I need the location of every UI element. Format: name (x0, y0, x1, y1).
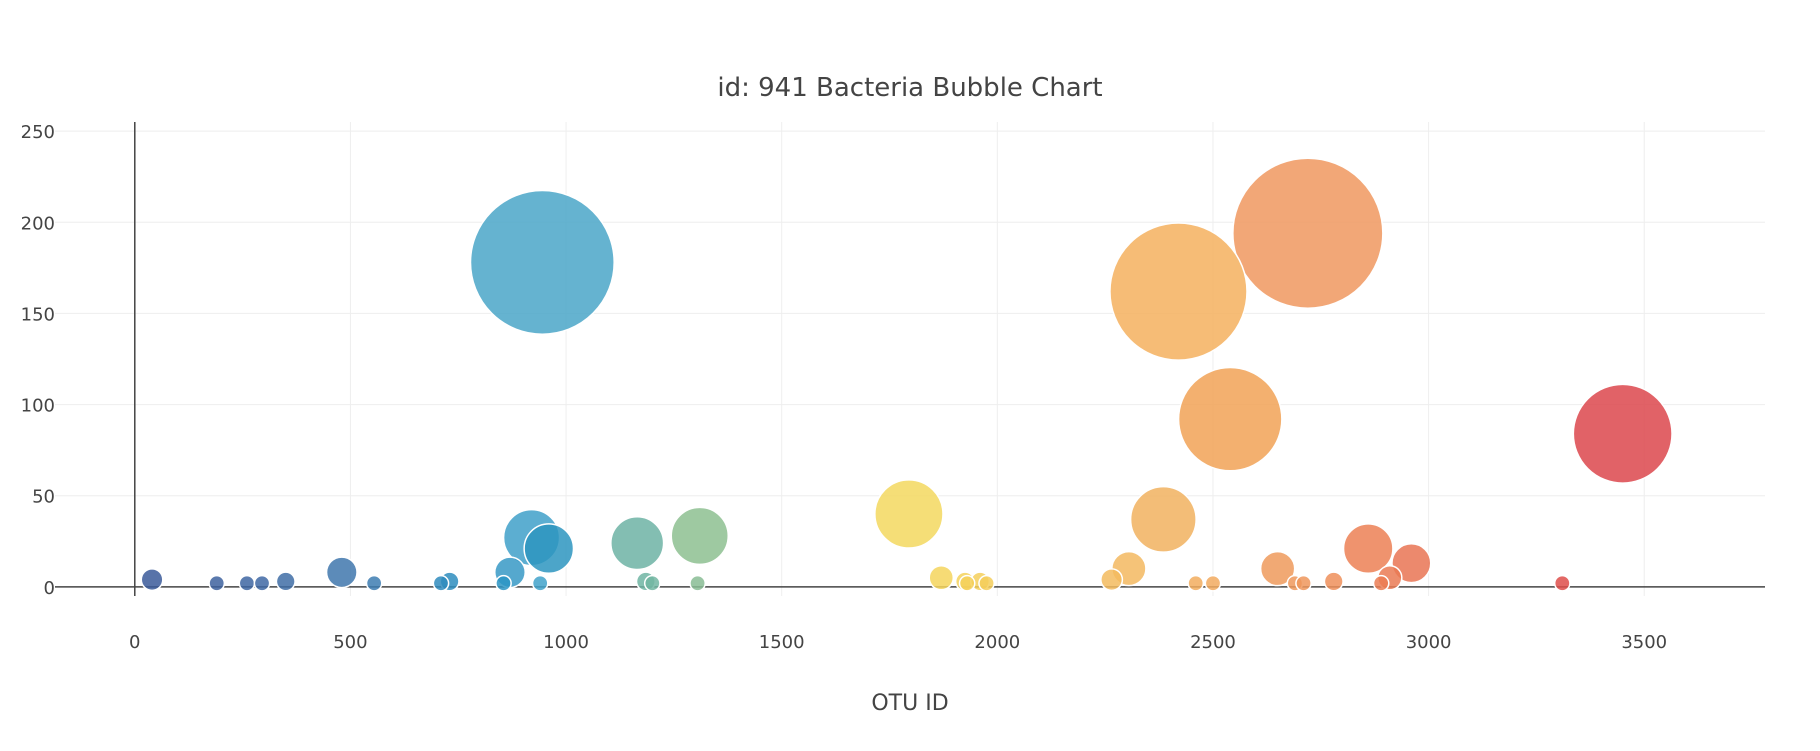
y-tick-label: 200 (21, 213, 55, 234)
bubble-layer (140, 157, 1673, 592)
bubble-marker[interactable] (610, 516, 665, 571)
bubble-marker[interactable] (1323, 571, 1344, 592)
y-tick-label: 100 (21, 396, 55, 417)
y-tick-label: 50 (32, 487, 55, 508)
bubble-marker[interactable] (523, 523, 575, 575)
axis-layer: 0 500 1000 1500 2000 2500 3000 3500 0 50 100 150 200… (21, 122, 1765, 653)
bubble-marker[interactable] (1100, 568, 1124, 592)
bubble-marker[interactable] (958, 574, 976, 592)
x-tick-label: 3000 (1406, 632, 1452, 653)
bubble-marker[interactable] (1391, 543, 1432, 584)
bubble-marker[interactable] (689, 574, 706, 592)
chart-title: id: 941 Bacteria Bubble Chart (717, 73, 1102, 103)
bubble-marker[interactable] (469, 189, 615, 335)
bubble-marker[interactable] (140, 568, 164, 592)
y-tick-label: 150 (21, 304, 55, 325)
bubble-marker[interactable] (495, 574, 512, 592)
bubble-marker[interactable] (1342, 523, 1394, 575)
bubble-marker[interactable] (1177, 366, 1283, 472)
bubble-marker[interactable] (1259, 550, 1296, 587)
x-tick-label: 1500 (759, 632, 805, 653)
x-tick-label: 2000 (974, 632, 1020, 653)
y-tick-label: 250 (21, 122, 55, 143)
bubble-marker[interactable] (1553, 574, 1571, 592)
bubble-marker[interactable] (670, 506, 729, 566)
x-tick-label: 3500 (1621, 632, 1667, 653)
bubble-marker[interactable] (253, 574, 271, 592)
bubble-marker[interactable] (1372, 574, 1390, 592)
x-axis-title: OTU ID (871, 691, 948, 716)
bubble-marker[interactable] (1129, 485, 1197, 553)
bubble-marker[interactable] (1232, 157, 1384, 309)
grid-layer (55, 122, 1765, 596)
bubble-marker[interactable] (531, 574, 549, 592)
bubble-marker[interactable] (978, 574, 995, 592)
bubble-marker[interactable] (1204, 574, 1222, 592)
bubble-marker[interactable] (325, 556, 358, 589)
bubble-marker[interactable] (1572, 383, 1673, 484)
bubble-marker[interactable] (432, 574, 450, 592)
bubble-marker[interactable] (643, 574, 661, 592)
bubble-marker[interactable] (275, 571, 296, 592)
bubble-marker[interactable] (1187, 574, 1205, 592)
x-tick-label: 0 (129, 632, 140, 653)
bubble-marker[interactable] (1295, 574, 1312, 592)
y-tick-label: 0 (44, 578, 55, 599)
x-tick-label: 2500 (1190, 632, 1236, 653)
bubble-marker[interactable] (874, 479, 944, 549)
bubble-marker[interactable] (928, 564, 955, 591)
bubble-marker[interactable] (208, 574, 226, 592)
bubble-marker[interactable] (365, 574, 383, 592)
bubble-marker[interactable] (1109, 222, 1248, 361)
x-tick-label: 1000 (543, 632, 589, 653)
bubble-marker[interactable] (238, 574, 256, 592)
x-tick-label: 500 (333, 632, 367, 653)
